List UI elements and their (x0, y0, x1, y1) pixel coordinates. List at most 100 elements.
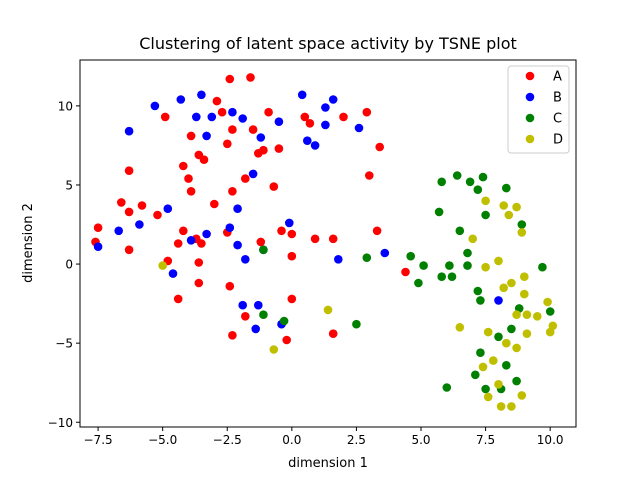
x-tick-label: 7.5 (476, 433, 495, 447)
point-B-25 (225, 223, 235, 232)
legend-marker-D (525, 134, 535, 144)
point-B-31 (380, 248, 390, 258)
point-A-16 (179, 161, 188, 171)
point-A-32 (124, 245, 134, 255)
point-A-14 (274, 144, 284, 153)
point-C-27 (502, 361, 511, 370)
point-D-25 (494, 380, 503, 389)
point-D-2 (512, 202, 521, 212)
point-C-15 (463, 261, 472, 270)
point-B-37 (251, 324, 260, 334)
point-A-25 (153, 210, 162, 220)
point-A-40 (339, 112, 348, 122)
point-C-23 (545, 307, 555, 316)
point-B-35 (253, 300, 263, 310)
x-tick-label: 10.0 (537, 433, 564, 447)
y-tick-label: 10 (58, 99, 73, 113)
point-B-38 (494, 296, 503, 305)
point-A-24 (124, 207, 134, 217)
point-B-32 (334, 254, 343, 264)
point-C-26 (476, 348, 485, 358)
point-D-28 (496, 402, 506, 411)
point-B-7 (274, 117, 284, 126)
point-C-12 (362, 253, 372, 262)
point-A-21 (269, 182, 279, 191)
points-layer (91, 73, 558, 411)
point-D-29 (507, 402, 516, 411)
point-A-51 (225, 281, 235, 291)
point-C-0 (452, 171, 462, 180)
point-C-29 (512, 376, 521, 386)
point-D-21 (502, 338, 511, 348)
point-B-18 (248, 169, 258, 179)
point-B-15 (354, 123, 364, 133)
legend-label-D: D (553, 133, 563, 148)
point-B-17 (310, 141, 320, 150)
point-A-7 (228, 125, 237, 134)
point-A-2 (212, 96, 222, 106)
point-C-16 (538, 262, 547, 272)
point-A-54 (241, 312, 250, 321)
point-D-1 (499, 201, 509, 210)
legend-box (507, 65, 570, 154)
point-A-36 (277, 226, 286, 236)
point-A-4 (160, 112, 170, 122)
point-D-23 (489, 356, 498, 365)
x-axis-label: dimension 1 (288, 456, 368, 471)
point-A-46 (328, 234, 338, 244)
legend-marker-A (525, 71, 535, 81)
point-A-5 (217, 107, 227, 117)
x-tick-label: −7.5 (84, 433, 113, 447)
x-tick-label: 5.0 (411, 433, 430, 447)
x-tick-label: 0.0 (282, 433, 301, 447)
point-C-2 (465, 177, 475, 187)
point-C-24 (507, 324, 516, 334)
point-C-17 (437, 272, 447, 282)
point-D-6 (481, 262, 490, 272)
point-A-43 (365, 171, 374, 180)
legend-marker-C (525, 113, 535, 123)
point-C-10 (463, 248, 472, 258)
point-A-58 (401, 267, 410, 277)
point-B-28 (233, 240, 242, 250)
point-D-4 (517, 228, 527, 237)
point-B-14 (321, 120, 330, 130)
point-D-12 (543, 297, 552, 307)
point-A-19 (186, 187, 196, 196)
point-B-8 (297, 90, 307, 100)
point-B-26 (186, 236, 196, 245)
point-A-23 (137, 201, 147, 210)
point-D-18 (522, 329, 532, 339)
point-A-15 (124, 166, 134, 175)
point-D-3 (504, 210, 514, 220)
legend-label-C: C (553, 112, 562, 127)
point-A-8 (186, 131, 196, 141)
point-C-30 (481, 384, 490, 394)
point-C-33 (259, 245, 268, 255)
point-B-3 (228, 107, 237, 117)
point-A-49 (287, 251, 297, 261)
point-A-20 (228, 187, 237, 196)
y-tick-label: −5 (55, 337, 73, 351)
point-B-6 (238, 114, 247, 123)
point-B-1 (176, 95, 186, 104)
point-D-14 (522, 310, 532, 320)
point-A-45 (310, 234, 320, 244)
point-B-27 (93, 242, 103, 251)
point-D-0 (481, 196, 490, 206)
point-D-27 (517, 391, 527, 400)
point-D-17 (545, 327, 555, 337)
chart-title: Clustering of latent space activity by T… (139, 34, 517, 53)
point-C-5 (502, 183, 511, 193)
point-D-9 (520, 272, 529, 282)
point-C-34 (279, 316, 289, 326)
point-A-50 (194, 278, 204, 288)
point-C-28 (471, 370, 480, 380)
point-A-42 (375, 142, 385, 152)
point-D-30 (158, 261, 167, 270)
point-C-6 (481, 210, 490, 220)
point-B-12 (202, 131, 211, 141)
point-A-10 (194, 150, 204, 160)
point-B-16 (303, 136, 312, 145)
